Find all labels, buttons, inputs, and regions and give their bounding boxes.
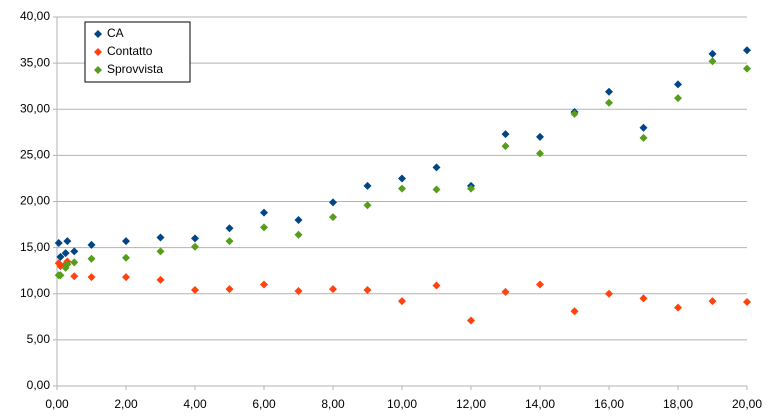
point [294, 230, 303, 239]
point [398, 297, 406, 306]
point [294, 286, 303, 295]
point [63, 237, 72, 246]
point [260, 280, 268, 289]
point [156, 247, 165, 256]
point [639, 133, 648, 142]
point [329, 213, 337, 222]
point [467, 184, 475, 193]
point [56, 252, 65, 261]
legend-marker [94, 48, 102, 56]
y-tick-label: 35,00 [20, 55, 50, 69]
point [501, 287, 510, 296]
point [605, 289, 613, 298]
point [536, 280, 544, 289]
y-tick-label: 30,00 [20, 101, 50, 115]
x-tick-label: 2,00 [114, 397, 138, 411]
x-tick-label: 12,00 [456, 397, 486, 411]
point [191, 234, 199, 243]
point [639, 123, 648, 132]
x-tick-label: 0,00 [45, 397, 69, 411]
point [708, 297, 717, 306]
point [432, 163, 441, 172]
point [674, 94, 682, 103]
point [191, 242, 199, 251]
point [329, 285, 337, 294]
legend-box [84, 21, 191, 83]
y-tick-label: 15,00 [20, 240, 50, 254]
point [70, 258, 79, 267]
x-tick-label: 4,00 [183, 397, 207, 411]
point [294, 215, 303, 224]
point [122, 273, 130, 282]
point [225, 224, 234, 233]
point [70, 272, 79, 281]
point [570, 307, 579, 316]
point [432, 185, 441, 194]
point [467, 316, 475, 325]
point [122, 237, 130, 246]
point [398, 174, 406, 183]
point [536, 149, 544, 158]
point [260, 223, 268, 232]
x-tick-label: 14,00 [525, 397, 555, 411]
point [329, 198, 337, 207]
point [743, 46, 751, 55]
point [605, 87, 613, 96]
y-tick-label: 40,00 [20, 9, 50, 23]
x-tick-label: 16,00 [594, 397, 624, 411]
point [363, 181, 372, 190]
point [225, 237, 234, 246]
x-tick-label: 6,00 [252, 397, 276, 411]
y-tick-label: 10,00 [20, 286, 50, 300]
legend-label: CA [107, 26, 124, 40]
point [674, 80, 682, 89]
y-tick-label: 20,00 [20, 194, 50, 208]
point [708, 49, 717, 58]
point [363, 286, 372, 295]
point [70, 247, 79, 256]
point [54, 239, 63, 248]
x-tick-label: 18,00 [663, 397, 693, 411]
legend-marker [94, 66, 102, 74]
legend-label: Contatto [107, 44, 153, 58]
x-tick-label: 10,00 [387, 397, 417, 411]
point [432, 281, 441, 290]
point [674, 303, 682, 312]
point [61, 249, 70, 258]
point [191, 286, 199, 295]
point [156, 275, 165, 284]
point [501, 142, 510, 151]
point [398, 184, 406, 193]
point [225, 285, 234, 294]
point [56, 271, 65, 280]
legend-label: Sprovvista [107, 62, 163, 76]
point [363, 201, 372, 210]
point [605, 98, 613, 107]
point [639, 294, 648, 303]
point [156, 233, 165, 242]
point [87, 240, 96, 249]
x-tick-label: 20,00 [732, 397, 762, 411]
point [87, 273, 96, 282]
point [708, 57, 717, 66]
point [260, 208, 268, 217]
point [122, 253, 130, 262]
y-tick-label: 25,00 [20, 148, 50, 162]
point [743, 64, 751, 73]
x-tick-label: 8,00 [321, 397, 345, 411]
point [743, 298, 751, 307]
point [87, 254, 96, 263]
legend-marker [94, 30, 102, 38]
point [536, 132, 544, 141]
point [570, 109, 579, 118]
y-tick-label: 0,00 [27, 378, 51, 392]
point [501, 130, 510, 139]
point [63, 260, 72, 269]
y-tick-label: 5,00 [27, 332, 51, 346]
